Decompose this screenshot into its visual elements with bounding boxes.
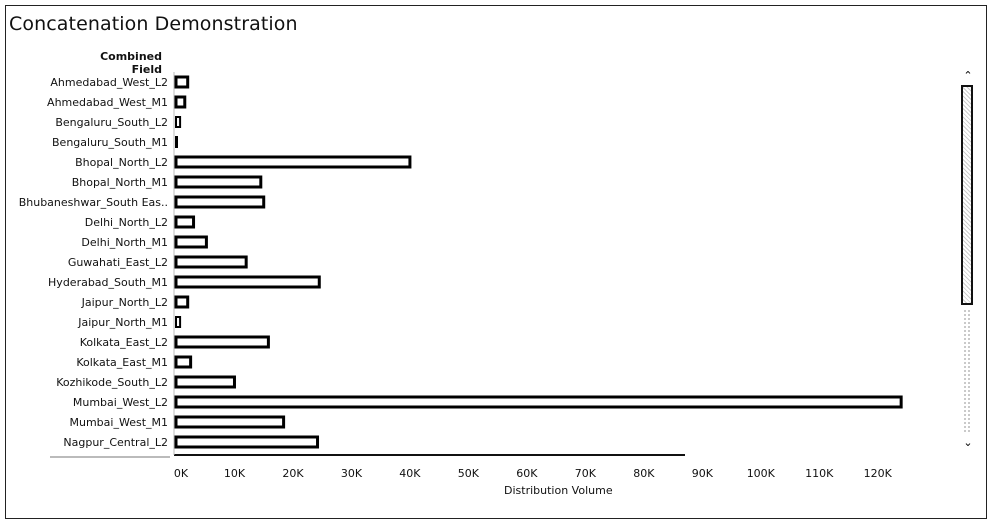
bar[interactable] — [174, 275, 321, 289]
x-tick-label: 90K — [692, 467, 714, 480]
category-label: Jaipur_North_M1 — [77, 316, 168, 329]
scrollbar-thumb[interactable] — [961, 85, 973, 305]
bar[interactable] — [174, 255, 248, 269]
category-label: Guwahati_East_L2 — [68, 256, 168, 269]
bar[interactable] — [175, 316, 182, 328]
category-label: Jaipur_North_L2 — [81, 296, 168, 309]
chart-title: Concatenation Demonstration — [9, 13, 298, 35]
bar[interactable] — [174, 215, 196, 229]
clipped-row-hint — [50, 456, 170, 458]
category-label: Kolkata_East_M1 — [76, 356, 168, 369]
x-tick-label: 20K — [282, 467, 304, 480]
x-tick-label: 80K — [633, 467, 655, 480]
category-label: Bhopal_North_L2 — [75, 156, 168, 169]
category-label: Bengaluru_South_M1 — [52, 136, 168, 149]
bar[interactable] — [174, 235, 208, 249]
bar[interactable] — [175, 136, 178, 148]
category-label: Kolkata_East_L2 — [80, 336, 168, 349]
bar[interactable] — [174, 175, 263, 189]
bar[interactable] — [174, 95, 187, 109]
bar[interactable] — [174, 335, 270, 349]
category-label: Nagpur_Central_L2 — [63, 436, 168, 449]
category-label: Bhubaneshwar_South Eas.. — [19, 196, 168, 209]
category-label: Bengaluru_South_L2 — [55, 116, 168, 129]
x-tick-label: 0K — [174, 467, 189, 480]
x-tick-label: 10K — [224, 467, 246, 480]
bar[interactable] — [174, 355, 193, 369]
category-label: Hyderabad_South_M1 — [48, 276, 168, 289]
x-axis-label: Distribution Volume — [504, 484, 613, 497]
dashboard-frame — [5, 5, 987, 519]
category-label: Delhi_North_L2 — [85, 216, 168, 229]
x-tick-label: 100K — [747, 467, 776, 480]
bar[interactable] — [174, 435, 320, 449]
x-tick-label: 60K — [516, 467, 538, 480]
bar[interactable] — [175, 116, 182, 128]
row-header: Combined Field — [100, 50, 162, 76]
bar[interactable] — [174, 395, 903, 409]
category-label: Delhi_North_M1 — [81, 236, 168, 249]
x-tick-label: 50K — [458, 467, 480, 480]
bar[interactable] — [174, 375, 236, 389]
x-tick-label: 120K — [864, 467, 893, 480]
x-tick-label: 70K — [575, 467, 597, 480]
category-label: Ahmedabad_West_L2 — [50, 76, 168, 89]
x-tick-label: 110K — [805, 467, 834, 480]
scroll-down-icon[interactable]: ⌄ — [963, 436, 973, 449]
bar[interactable] — [174, 415, 286, 429]
category-label: Kozhikode_South_L2 — [56, 376, 168, 389]
scroll-up-icon[interactable]: ⌃ — [963, 69, 973, 82]
bar[interactable] — [174, 75, 190, 89]
x-tick-label: 40K — [399, 467, 421, 480]
bar[interactable] — [174, 195, 266, 209]
scrollbar-track[interactable] — [963, 309, 971, 434]
bar[interactable] — [174, 155, 412, 169]
x-tick-label: 30K — [341, 467, 363, 480]
category-label: Mumbai_West_L2 — [73, 396, 168, 409]
category-label: Mumbai_West_M1 — [70, 416, 169, 429]
category-label: Bhopal_North_M1 — [72, 176, 168, 189]
bar[interactable] — [174, 295, 190, 309]
category-label: Ahmedabad_West_M1 — [47, 96, 168, 109]
